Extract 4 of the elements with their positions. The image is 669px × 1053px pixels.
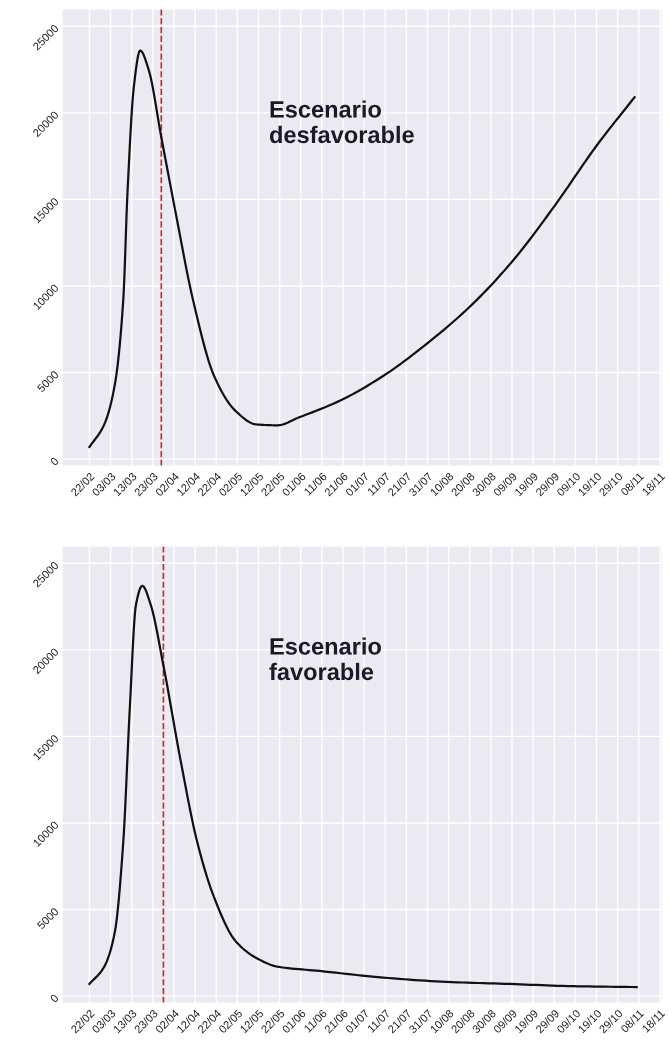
annotation: Escenario favorable bbox=[269, 637, 381, 681]
annotation: Escenario desfavorable bbox=[269, 100, 414, 144]
y-tick-label: 0 bbox=[49, 993, 60, 1004]
y-tick-label: 0 bbox=[49, 456, 60, 467]
